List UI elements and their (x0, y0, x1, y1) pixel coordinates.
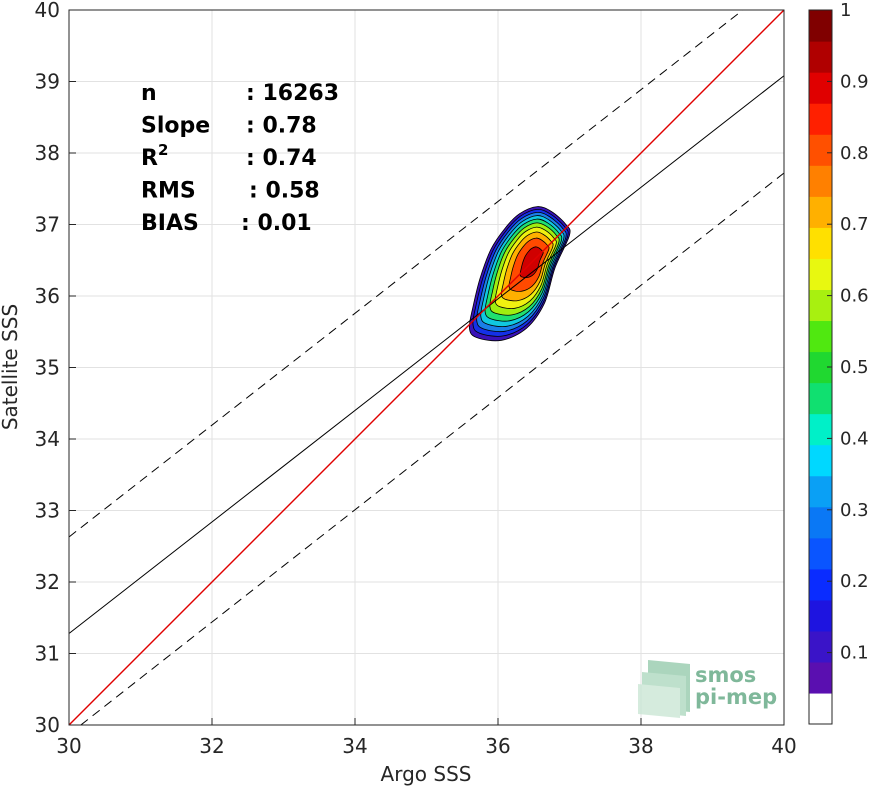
bound-line (69, 10, 744, 538)
colorbar-segment (809, 630, 832, 663)
colorbar-segment (809, 72, 832, 104)
logo-line1: smos (695, 663, 756, 687)
colorbar-segment (809, 568, 832, 601)
y-tick-label: 34 (35, 427, 60, 451)
x-tick-label: 32 (199, 734, 224, 758)
stat-value: : 0.01 (241, 211, 312, 236)
reference-lines (69, 10, 784, 725)
stat-value: : 0.58 (249, 179, 320, 204)
colorbar-tick-label: 0.2 (840, 571, 869, 592)
colorbar-segment (809, 103, 832, 135)
colorbar-segment (809, 41, 832, 73)
stat-label: BIAS (141, 211, 199, 236)
stat-label: n (141, 81, 157, 106)
colorbar-tick-label: 0.1 (840, 643, 869, 664)
colorbar-segment (809, 537, 832, 570)
colorbar-segment (809, 413, 832, 446)
logo-line2: pi-mep (695, 685, 777, 709)
x-tick-label: 36 (485, 734, 510, 758)
colorbar-tick-label: 0.7 (840, 214, 869, 235)
y-tick-label: 31 (35, 642, 60, 666)
colorbar-tick-label: 0.8 (840, 143, 869, 164)
identity-line (69, 10, 784, 725)
colorbar-segment (809, 134, 832, 166)
colorbar-tick-label: 0.3 (840, 500, 869, 521)
colorbar-segment (809, 599, 832, 632)
stat-label: R2 (141, 141, 168, 171)
colorbar-tick-label: 0.4 (840, 428, 869, 449)
colorbar-segment (809, 258, 832, 290)
y-tick-label: 30 (35, 713, 60, 737)
x-tick-label: 30 (56, 734, 81, 758)
y-tick-label: 38 (35, 141, 60, 165)
y-tick-label: 39 (35, 70, 60, 94)
colorbar-segment (809, 444, 832, 477)
smos-pimep-logo: smos pi-mep (638, 660, 777, 718)
x-tick-label: 40 (771, 734, 796, 758)
colorbar-segment (809, 320, 832, 353)
y-tick-label: 33 (35, 499, 60, 523)
colorbar-segment (809, 661, 832, 694)
logo-mark-icon (638, 660, 690, 718)
y-axis-ticks: 30 31 32 33 34 35 36 37 38 39 40 (35, 0, 76, 737)
colorbar-tick-label: 0.5 (840, 357, 869, 378)
colorbar-segment (809, 10, 832, 42)
colorbar-segment (809, 196, 832, 228)
bound-line (80, 172, 784, 725)
regression-line (69, 75, 784, 634)
x-tick-label: 38 (628, 734, 653, 758)
stat-label: Slope (141, 114, 210, 139)
y-tick-label: 35 (35, 356, 60, 380)
x-axis-ticks: 30 32 34 36 38 40 (56, 718, 797, 758)
y-tick-label: 36 (35, 284, 60, 308)
stat-value: : 0.74 (246, 146, 317, 171)
colorbar-tick-label: 1 (840, 0, 851, 21)
colorbar-segment (809, 227, 832, 259)
stat-label: RMS (141, 179, 196, 204)
colorbar-segment (809, 289, 832, 322)
stat-value: : 0.78 (246, 114, 317, 139)
colorbar-segment (809, 692, 832, 725)
colorbar-segment (809, 506, 832, 539)
colorbar-tick-label: 0.9 (840, 71, 869, 92)
colorbar: 0.1 0.2 0.3 0.4 0.5 0.6 0.7 0.8 0.9 1 (808, 0, 869, 725)
x-tick-label: 34 (342, 734, 367, 758)
stat-value: : 16263 (246, 81, 339, 106)
colorbar-segment (809, 351, 832, 384)
y-tick-label: 37 (35, 213, 60, 237)
colorbar-segment (809, 382, 832, 415)
grid-lines (69, 10, 784, 725)
y-axis-label: Satellite SSS (0, 304, 22, 430)
statistics-box: n : 16263 Slope : 0.78 R2 : 0.74 RMS : 0.58 BIAS… (141, 81, 339, 236)
x-axis-label: Argo SSS (381, 762, 472, 786)
colorbar-tick-label: 0.6 (840, 286, 869, 307)
y-tick-label: 32 (35, 570, 60, 594)
colorbar-segment (809, 165, 832, 197)
y-tick-label: 40 (35, 0, 60, 22)
colorbar-segment (809, 475, 832, 508)
